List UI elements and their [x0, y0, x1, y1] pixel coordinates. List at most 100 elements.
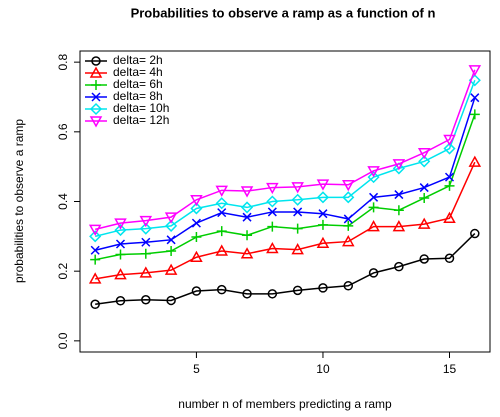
point [417, 217, 431, 229]
point [240, 186, 254, 198]
point [166, 235, 176, 245]
point [217, 208, 227, 218]
point [191, 232, 202, 243]
legend-label: delta= 6h [113, 77, 163, 91]
y-tick-label: 0.0 [56, 332, 70, 349]
point [141, 237, 151, 247]
point [267, 221, 278, 232]
point [444, 253, 455, 264]
point [164, 263, 178, 275]
point [318, 283, 328, 293]
point [166, 245, 177, 256]
point [166, 295, 176, 306]
point [88, 224, 102, 236]
point [443, 134, 456, 147]
point [343, 214, 353, 224]
point [242, 212, 252, 222]
point [394, 261, 404, 272]
point [443, 211, 456, 223]
series-line [95, 69, 476, 231]
point [316, 179, 330, 191]
point [468, 65, 482, 77]
point [215, 244, 229, 256]
point [190, 202, 203, 215]
point [419, 193, 430, 204]
point [341, 180, 355, 192]
legend-marker [91, 56, 101, 66]
legend-label: delta= 2h [113, 53, 163, 67]
point [316, 191, 330, 204]
legend-marker [89, 66, 103, 78]
point [293, 207, 303, 217]
point [367, 171, 380, 184]
chart-title: Probabilities to observe a ramp as a fun… [131, 5, 436, 20]
series-line [95, 80, 476, 238]
point [240, 201, 254, 214]
point [392, 159, 406, 171]
point [216, 284, 227, 295]
point [368, 202, 379, 213]
point [393, 205, 404, 216]
point [90, 254, 101, 265]
point [369, 192, 379, 202]
point [191, 218, 201, 228]
point [139, 215, 153, 228]
point [266, 182, 279, 195]
point [115, 249, 126, 260]
point [216, 226, 227, 237]
point [417, 147, 431, 160]
point [443, 142, 456, 155]
series-line [95, 233, 476, 306]
point [419, 254, 429, 264]
legend-marker [91, 80, 101, 90]
point [115, 239, 126, 249]
legend-marker [89, 116, 103, 128]
legend-label: delta= 4h [113, 65, 163, 79]
point [164, 212, 178, 224]
point [444, 172, 455, 182]
point [444, 180, 455, 191]
point [165, 219, 178, 232]
y-tick-label: 0.4 [56, 193, 70, 210]
point [242, 289, 252, 299]
x-tick-label: 10 [316, 362, 330, 376]
point [316, 236, 330, 249]
legend-label: delta= 10h [113, 101, 169, 115]
point [392, 162, 405, 175]
point [190, 250, 203, 262]
point [394, 190, 404, 200]
point [418, 155, 431, 168]
point [291, 193, 304, 206]
point [368, 268, 379, 278]
point [114, 218, 127, 230]
point [267, 207, 277, 217]
point [469, 109, 480, 120]
point [215, 185, 229, 197]
point [140, 248, 151, 259]
point [419, 183, 429, 193]
y-tick-label: 0.8 [56, 53, 70, 70]
legend-label: delta= 12h [113, 113, 169, 127]
point [468, 155, 482, 167]
y-axis-label: probabilities to observe a ramp [12, 119, 26, 283]
point [90, 299, 100, 310]
point [291, 182, 304, 194]
point [470, 93, 480, 103]
point [114, 224, 127, 237]
y-tick-label: 0.6 [56, 123, 70, 140]
legend-marker [91, 92, 101, 102]
point [114, 268, 127, 280]
point [242, 230, 253, 241]
point [115, 296, 126, 306]
point [470, 228, 480, 239]
point [292, 223, 303, 234]
point [88, 272, 102, 284]
point [215, 197, 228, 210]
point [267, 289, 278, 299]
point [266, 241, 279, 254]
x-tick-label: 15 [443, 362, 457, 376]
point [240, 247, 254, 259]
point [342, 191, 355, 204]
point [191, 286, 202, 296]
point [139, 222, 152, 235]
